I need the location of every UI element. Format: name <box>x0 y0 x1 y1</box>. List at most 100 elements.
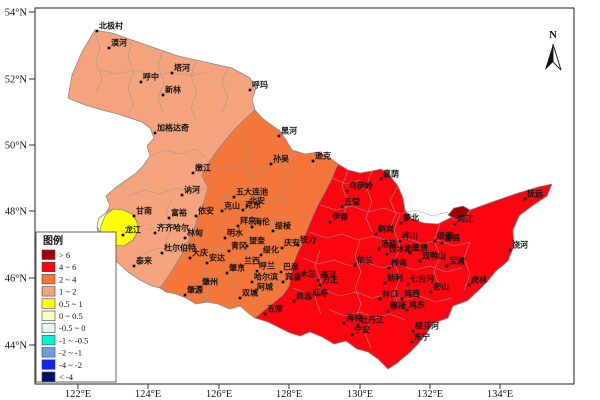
city-dot <box>232 195 236 199</box>
city-dot <box>433 239 437 243</box>
city-dot <box>408 251 412 255</box>
city-dot <box>240 264 244 268</box>
city-label: 五常 <box>267 304 283 314</box>
city-label: 抚远 <box>527 189 543 199</box>
legend-item-label: 1 ~ 2 <box>59 287 76 297</box>
city-label: 大庆 <box>192 248 208 258</box>
city-label: 五大连池 <box>236 187 268 197</box>
city-dot <box>188 256 192 260</box>
city-dot <box>223 236 227 240</box>
city-label: 绥芬河 <box>415 321 439 331</box>
city-label: 宾县 <box>285 272 301 282</box>
city-label: 绥棱 <box>275 221 292 231</box>
city-dot <box>167 216 171 220</box>
city-dot <box>269 162 273 166</box>
x-axis-tick-label: 124°E <box>135 389 161 400</box>
city-label: 海伦 <box>254 217 271 227</box>
city-label: 汤原 <box>381 239 397 249</box>
city-label: 兰西 <box>244 256 260 266</box>
city-label: 林口 <box>382 289 398 299</box>
legend-swatch <box>41 371 56 382</box>
city-dot <box>379 177 383 181</box>
city-label: 伊春 <box>331 212 348 222</box>
city-dot <box>279 270 283 274</box>
city-label: 桦川 <box>401 231 418 241</box>
city-dot <box>383 281 387 285</box>
city-dot <box>241 208 245 212</box>
city-label: 泰来 <box>135 256 153 266</box>
city-dot <box>398 239 402 243</box>
city-dot <box>508 248 512 252</box>
city-dot <box>316 278 320 282</box>
x-axis-tick-label: 128°E <box>276 389 302 400</box>
y-axis-tick-label: 48°N <box>5 207 28 218</box>
city-dot <box>263 312 267 316</box>
legend-item-label: 4 ~ 6 <box>59 262 76 272</box>
city-label: 桦南 <box>390 258 407 268</box>
city-dot <box>132 214 136 218</box>
city-dot <box>160 251 164 255</box>
city-dot <box>328 220 332 224</box>
city-dot <box>170 71 174 75</box>
city-label: 林甸 <box>187 228 203 238</box>
city-label: 孙吴 <box>273 154 290 164</box>
city-label: 杜尔伯特 <box>164 243 196 253</box>
city-dot <box>467 283 471 287</box>
city-label: 牡丹江 <box>360 315 384 325</box>
city-dot <box>259 253 263 257</box>
city-label: 乌伊岭 <box>349 181 373 191</box>
city-label: 塔河 <box>174 63 190 73</box>
city-label: 集贤 <box>411 243 428 253</box>
city-label: 望奎 <box>249 236 266 246</box>
city-dot <box>405 308 409 312</box>
legend-swatch <box>41 347 56 358</box>
city-label: 克东 <box>245 200 261 210</box>
city-label: 饶河 <box>512 240 528 250</box>
city-label: 肇州 <box>201 277 218 287</box>
city-dot <box>399 221 403 225</box>
city-label: 甘南 <box>136 206 152 216</box>
city-dot <box>280 246 284 250</box>
city-label: 安达 <box>209 253 225 263</box>
legend-swatch <box>41 359 56 370</box>
city-dot <box>191 171 195 175</box>
city-label: 延寿 <box>311 288 328 298</box>
city-dot <box>400 297 404 301</box>
city-dot <box>227 249 231 253</box>
city-label: 同江 <box>457 214 473 224</box>
city-label: 新林 <box>165 85 181 95</box>
city-label: 巴彦 <box>283 262 299 272</box>
axis-labels: 122°E 124°E 126°E 128°E 130°E 132°E 134°E 54°N 5… <box>5 8 513 400</box>
legend-item-label: -2 ~ -1 <box>59 348 82 358</box>
city-label: 呼兰 <box>259 261 275 271</box>
y-axis-tick-label: 50°N <box>5 141 28 152</box>
city-label: 逊克 <box>315 151 331 161</box>
legend-item-label: -0.5 ~ 0 <box>59 323 86 333</box>
city-label: 漠河 <box>111 38 127 48</box>
city-dot <box>311 159 315 163</box>
y-axis-tick-label: 54°N <box>5 8 28 19</box>
city-label: 鸡东 <box>408 300 425 310</box>
legend-item-label: 0.5 ~ 1 <box>59 299 83 309</box>
city-dot <box>95 29 99 33</box>
city-label: 勃利 <box>387 273 403 283</box>
city-dot <box>255 269 259 273</box>
city-dot <box>250 280 254 284</box>
legend-item-label: < -4 <box>59 372 74 382</box>
city-dot <box>238 296 242 300</box>
city-label: 富锦 <box>444 233 460 243</box>
city-dot <box>296 243 300 247</box>
city-dot <box>411 329 415 333</box>
city-dot <box>277 134 281 138</box>
city-label: 庆安 <box>283 238 300 248</box>
city-dot <box>194 214 198 218</box>
city-label: 呼玛 <box>252 80 268 90</box>
city-label: 七台河 <box>410 274 434 284</box>
city-dot <box>153 231 157 235</box>
city-label: 萝北 <box>403 213 419 223</box>
y-axis-tick-label: 44°N <box>5 341 28 352</box>
city-label: 通河 <box>320 270 336 280</box>
region-dark-red <box>447 205 471 221</box>
city-label: 明水 <box>227 228 244 238</box>
